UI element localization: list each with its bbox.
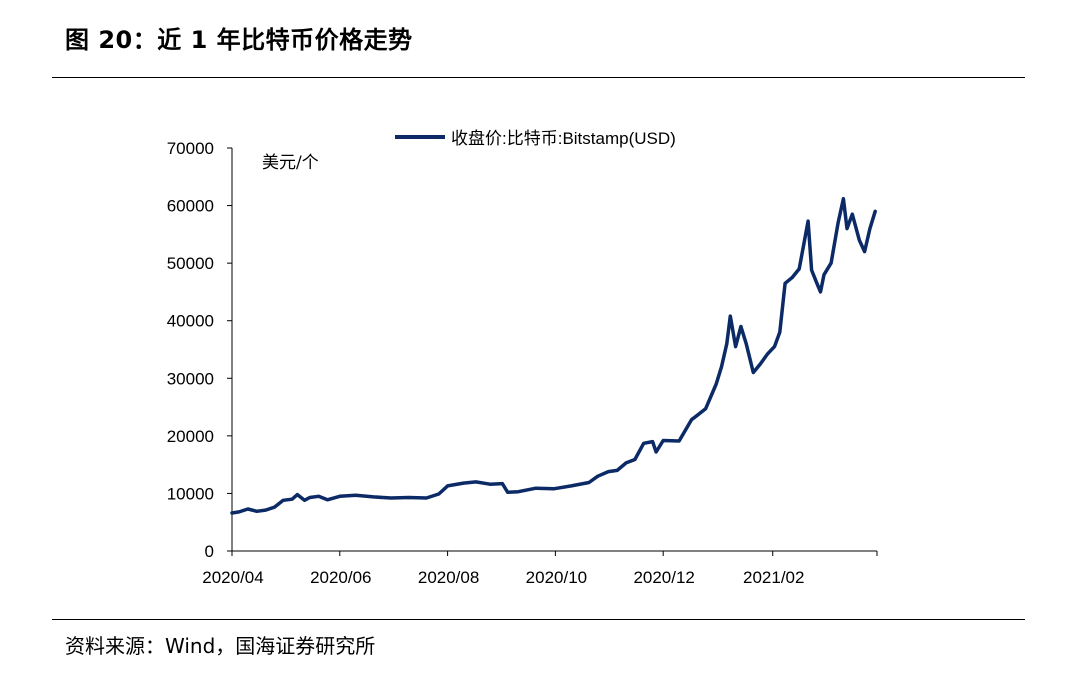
series-line-btc-close [230, 196, 877, 515]
x-tick-label: 2020/10 [526, 568, 587, 587]
y-axis-ticks: 0 10000 20000 30000 40000 50000 60000 70000 [167, 139, 232, 561]
x-axis-ticks: 2020/04 2020/06 2020/08 2020/10 2020/12 2021/… [202, 551, 878, 587]
y-tick-label: 50000 [167, 254, 214, 273]
bottom-divider [52, 619, 1025, 620]
x-tick-label: 2020/08 [418, 568, 479, 587]
y-tick-label: 70000 [167, 139, 214, 158]
x-tick-label: 2020/04 [202, 568, 263, 587]
y-unit-label: 美元/个 [262, 153, 319, 173]
source-note: 资料来源：Wind，国海证券研究所 [65, 634, 376, 658]
top-divider [52, 77, 1025, 78]
legend: 收盘价:比特币:Bitstamp(USD) [395, 129, 676, 148]
y-tick-label: 20000 [167, 427, 214, 446]
x-tick-label: 2020/12 [633, 568, 694, 587]
y-tick-label: 10000 [167, 484, 214, 503]
legend-label: 收盘价:比特币:Bitstamp(USD) [451, 129, 676, 148]
y-tick-label: 0 [205, 542, 214, 561]
y-tick-label: 30000 [167, 369, 214, 388]
x-tick-label: 2021/02 [743, 568, 804, 587]
x-tick-label: 2020/06 [310, 568, 371, 587]
y-tick-label: 40000 [167, 312, 214, 331]
y-tick-label: 60000 [167, 197, 214, 216]
figure-title: 图 20：近 1 年比特币价格走势 [65, 26, 413, 54]
